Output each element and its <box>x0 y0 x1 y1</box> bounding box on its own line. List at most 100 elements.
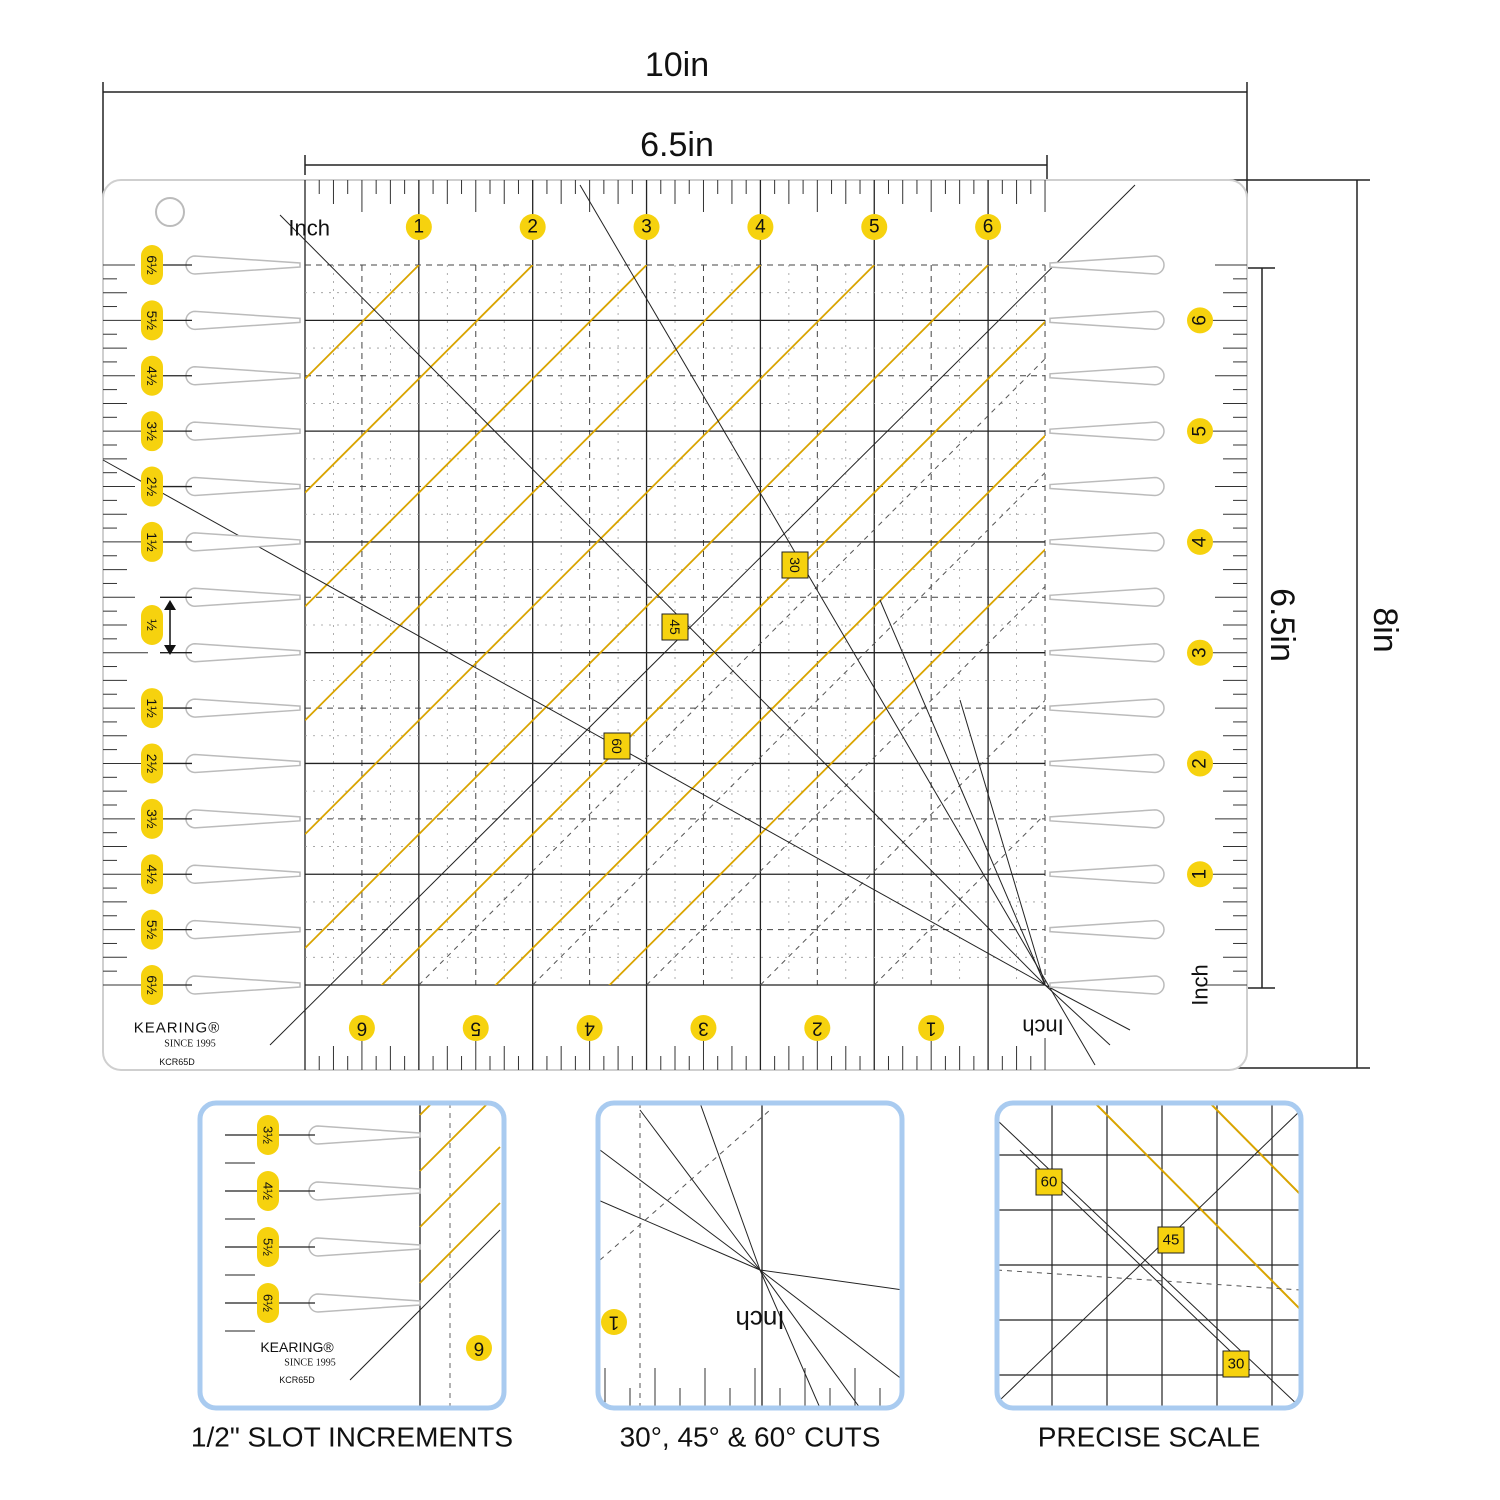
line <box>494 434 1045 985</box>
slot <box>185 310 301 331</box>
slot <box>1049 587 1165 608</box>
angle-badge <box>781 551 809 579</box>
model: KCR65D <box>279 1375 315 1385</box>
slot <box>185 476 301 497</box>
model: KCR65D <box>159 1057 195 1067</box>
number-badge <box>405 214 432 240</box>
number-badge <box>576 1015 603 1041</box>
slot <box>185 587 301 608</box>
slot-label: 5½ <box>144 920 160 940</box>
slot-label: 1½ <box>144 532 160 552</box>
scale-number: 4 <box>584 1018 595 1039</box>
line <box>305 265 534 494</box>
scale-number: 1 <box>609 1312 620 1333</box>
label-pill <box>141 411 163 452</box>
line <box>646 586 1045 985</box>
inset-content: 60 45 30 <box>997 1103 1301 1408</box>
slot-label: 1½ <box>144 698 160 718</box>
angle-label: 30 <box>787 557 803 573</box>
inset: 60 45 30 PRECISE SCALE <box>994 1100 1304 1453</box>
slot <box>185 975 301 995</box>
hang-hole <box>155 197 185 227</box>
line <box>759 1269 903 1291</box>
height-label: 8in <box>1366 607 1404 652</box>
angle-label: 45 <box>667 619 683 635</box>
inset-content: 3½ 4½ 5½ 6½ KEARING® SINCE 1995 KCR65D 6 <box>200 1103 504 1408</box>
label-pill <box>141 854 163 895</box>
inset-frame <box>197 1100 507 1411</box>
line <box>879 599 1046 986</box>
angle-badge <box>1222 1350 1250 1378</box>
angle-label: 60 <box>1041 1174 1058 1191</box>
inset: 1 Inch 30°, 45° & 60° CUTS <box>595 1100 905 1453</box>
slot <box>185 642 301 663</box>
label-pill <box>257 1227 279 1267</box>
scale-number: 3 <box>698 1018 709 1039</box>
number-badge <box>1187 528 1213 555</box>
slots <box>160 255 1165 995</box>
label-pill <box>141 245 163 285</box>
line <box>305 265 875 835</box>
line <box>380 320 1045 985</box>
slot <box>1049 476 1165 497</box>
line <box>279 214 1046 986</box>
line <box>759 1269 903 1381</box>
brand: KEARING® <box>134 1020 221 1037</box>
line <box>997 1119 1301 1408</box>
brand: KEARING® <box>260 1339 334 1355</box>
inset-content: 1 Inch <box>598 1103 903 1408</box>
ruler: 6½5½4½3½2½1½½1½2½3½4½5½6½1 2 3 4 5 66 5 4 3 2 1654… <box>102 179 1248 1071</box>
scale-number: 2 <box>527 217 538 238</box>
number-badge <box>1187 418 1213 445</box>
slot-label: 5½ <box>261 1238 276 1256</box>
slot-label: 6½ <box>144 255 160 275</box>
inset-bg <box>598 1103 903 1408</box>
line <box>305 265 989 949</box>
slot <box>1049 919 1165 940</box>
slot-label: 6½ <box>144 975 160 995</box>
number-badge <box>975 214 1002 240</box>
inset-bg <box>997 1103 1301 1408</box>
number-badge <box>348 1015 375 1041</box>
slot <box>308 1181 421 1201</box>
line <box>349 1229 501 1381</box>
scale-number: 5 <box>1190 426 1211 437</box>
inset-frame <box>994 1100 1304 1411</box>
scale-number: 4 <box>755 217 766 238</box>
slot <box>1049 809 1165 829</box>
label-pill <box>141 466 163 507</box>
angle-badge <box>1035 1168 1063 1196</box>
line <box>305 265 762 722</box>
slot-label: 3½ <box>144 421 160 441</box>
number-badge <box>1187 861 1213 888</box>
scale-number: 2 <box>1190 758 1211 769</box>
scale-number: 5 <box>470 1018 481 1039</box>
cut-lines <box>102 184 1136 1066</box>
line <box>759 1269 861 1408</box>
inset-caption: 30°, 45° & 60° CUTS <box>620 1422 881 1453</box>
slot <box>1049 975 1165 995</box>
scale-number: 6 <box>983 217 994 238</box>
line <box>699 1103 761 1271</box>
slot <box>185 809 301 829</box>
since: SINCE 1995 <box>164 1039 215 1050</box>
angle-badge <box>603 732 631 760</box>
line <box>1044 984 1111 1046</box>
line <box>599 1149 761 1271</box>
number-badge <box>1187 307 1213 334</box>
slot <box>1049 698 1165 718</box>
scale-number: 3 <box>641 217 652 238</box>
slot-label: 2½ <box>144 477 160 497</box>
slot-label: ½ <box>144 619 160 631</box>
width-label: 10in <box>645 46 709 84</box>
line <box>997 1269 1301 1291</box>
inset-caption: PRECISE SCALE <box>1038 1422 1261 1453</box>
line <box>598 1199 761 1271</box>
slot <box>308 1237 421 1257</box>
label-pill <box>141 300 163 341</box>
slot <box>1049 642 1165 663</box>
slot <box>1049 532 1165 552</box>
line <box>999 1109 1301 1401</box>
scale-number: 6 <box>357 1018 368 1039</box>
number-badge <box>519 214 546 240</box>
